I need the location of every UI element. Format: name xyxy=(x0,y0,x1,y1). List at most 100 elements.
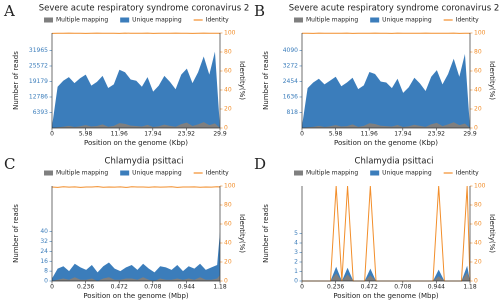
x-tick-label: 1.18 xyxy=(213,284,227,291)
panel-label: B xyxy=(254,2,265,20)
read-area xyxy=(302,122,470,128)
y-tick-label: 5 xyxy=(294,230,298,237)
read-area xyxy=(52,51,220,129)
y-tick-label: 4090 xyxy=(283,47,298,54)
y-tick-label: 6393 xyxy=(33,109,48,116)
y2-tick-label: 0 xyxy=(224,125,228,132)
axis-frame xyxy=(301,186,471,282)
chart-title: Severe acute respiratory syndrome corona… xyxy=(39,4,250,14)
legend-label: Identity xyxy=(206,17,229,24)
x-tick-label: 5.98 xyxy=(79,131,93,138)
y-tick-label: 2 xyxy=(294,259,298,266)
y-tick-label: 0 xyxy=(44,278,48,285)
legend-label: Multiple mapping xyxy=(306,170,358,177)
x-tick-label: 0.472 xyxy=(361,284,378,291)
axis-frame xyxy=(51,186,221,282)
x-tick-label: 0.944 xyxy=(428,284,445,291)
y-tick-label: 1636 xyxy=(283,93,298,100)
legend-label: Unique mapping xyxy=(132,17,182,24)
x-tick-label: 0 xyxy=(50,284,54,291)
read-area xyxy=(52,231,220,281)
y2-tick-label: 20 xyxy=(474,106,482,113)
y2-tick-label: 80 xyxy=(474,202,482,209)
y2-axis-label: Identity(%) xyxy=(238,214,246,253)
legend-marker xyxy=(294,17,303,23)
legend-label: Unique mapping xyxy=(382,170,432,177)
x-tick-label: 5.98 xyxy=(329,131,343,138)
x-tick-label: 11.96 xyxy=(361,131,378,138)
x-tick-label: 17.94 xyxy=(394,131,411,138)
y-tick-label: 0 xyxy=(294,278,298,285)
x-axis-label: Position on the genome (Mbp) xyxy=(83,292,189,300)
legend-label: Multiple mapping xyxy=(56,17,108,24)
chart-title: Chlamydia psittaci xyxy=(105,157,184,167)
legend-marker xyxy=(44,170,53,176)
y2-tick-label: 20 xyxy=(224,106,232,113)
legend-marker xyxy=(120,17,130,23)
y2-tick-label: 40 xyxy=(474,87,482,94)
identity-line xyxy=(302,185,471,282)
y2-tick-label: 100 xyxy=(474,30,486,37)
read-area xyxy=(302,265,470,281)
x-tick-label: 17.94 xyxy=(144,131,161,138)
legend-marker xyxy=(370,170,380,176)
panel-label: A xyxy=(3,2,15,20)
legend-label: Identity xyxy=(456,170,479,177)
legend-label: Identity xyxy=(456,17,479,24)
y2-tick-label: 0 xyxy=(474,125,478,132)
x-axis-label: Position on the genome (Mbp) xyxy=(333,292,439,300)
legend-marker xyxy=(120,170,130,176)
y2-tick-label: 100 xyxy=(224,30,236,37)
y-tick-label: 19179 xyxy=(29,78,48,85)
y2-tick-label: 20 xyxy=(224,259,232,266)
x-tick-label: 0 xyxy=(50,131,54,138)
panel-label: C xyxy=(4,155,15,173)
y-tick-label: 40 xyxy=(40,228,48,235)
x-tick-label: 0.472 xyxy=(111,284,128,291)
panel: D Chlamydia psittaci Multiple mapping Uniqu… xyxy=(254,155,496,300)
panel: B Severe acute respiratory syndrome coron… xyxy=(254,2,499,147)
chart-title: Chlamydia psittaci xyxy=(355,157,434,167)
y2-tick-label: 40 xyxy=(224,87,232,94)
y2-tick-label: 0 xyxy=(224,278,228,285)
legend-marker xyxy=(294,170,303,176)
y-tick-label: 4 xyxy=(294,240,298,247)
y2-tick-label: 60 xyxy=(474,221,482,228)
y2-tick-label: 60 xyxy=(224,68,232,75)
x-tick-label: 11.96 xyxy=(111,131,128,138)
panel-label: D xyxy=(254,155,266,173)
read-area xyxy=(52,274,220,281)
y2-tick-label: 40 xyxy=(224,240,232,247)
x-tick-label: 0.944 xyxy=(178,284,195,291)
y-tick-label: 8 xyxy=(44,268,48,275)
x-tick-label: 0.236 xyxy=(77,284,94,291)
y-tick-label: 3 xyxy=(294,249,298,256)
legend-marker xyxy=(44,17,53,23)
x-tick-label: 23.92 xyxy=(178,131,195,138)
y2-tick-label: 80 xyxy=(474,49,482,56)
y2-tick-label: 60 xyxy=(474,68,482,75)
y-axis-label: Number of reads xyxy=(262,51,270,110)
panel: A Severe acute respiratory syndrome coron… xyxy=(3,2,249,147)
axis-frame xyxy=(51,33,221,129)
x-tick-label: 1.18 xyxy=(463,284,477,291)
y-axis-label: Number of reads xyxy=(12,204,20,263)
y-axis-label: Number of reads xyxy=(262,204,270,263)
x-tick-label: 0.708 xyxy=(394,284,411,291)
x-axis-label: Position on the genome (Kbp) xyxy=(334,139,438,147)
legend-label: Unique mapping xyxy=(382,17,432,24)
y2-tick-label: 100 xyxy=(224,183,236,190)
x-tick-label: 0.236 xyxy=(327,284,344,291)
y2-tick-label: 80 xyxy=(224,202,232,209)
x-tick-label: 29.9 xyxy=(463,131,477,138)
y-tick-label: 3272 xyxy=(283,62,298,69)
legend-label: Unique mapping xyxy=(132,170,182,177)
x-tick-label: 0 xyxy=(300,284,304,291)
chart-title: Severe acute respiratory syndrome corona… xyxy=(289,4,500,14)
read-area xyxy=(302,54,470,128)
y-tick-label: 31965 xyxy=(29,47,48,54)
y2-axis-label: Identity(%) xyxy=(488,61,496,100)
x-axis-label: Position on the genome (Kbp) xyxy=(84,139,188,147)
x-tick-label: 29.9 xyxy=(213,131,227,138)
legend-marker xyxy=(370,17,380,23)
